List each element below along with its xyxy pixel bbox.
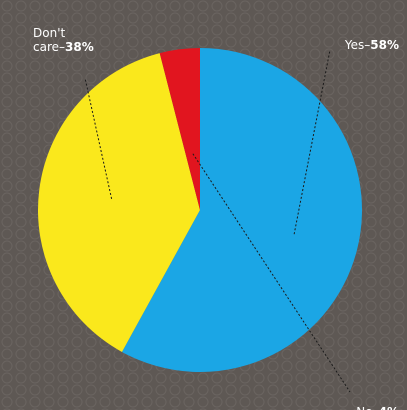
leader-line-dont-care [84, 77, 113, 199]
slice-label-dont-care-value: 38% [65, 40, 94, 54]
slice-label-no-category: No [356, 405, 372, 410]
slice-label-dont-care: Don't care–38% [33, 12, 94, 54]
slice-label-no-value: 4% [379, 405, 399, 410]
slice-label-yes-category: Yes [344, 38, 365, 52]
pie-slice-no [159, 48, 200, 210]
pie-slice-yes [121, 48, 363, 373]
slice-label-yes: Yes–58% [345, 24, 399, 52]
leader-line-no [192, 153, 351, 393]
slice-label-dont-care-category: Don't care [33, 26, 66, 54]
slice-label-no: No–4% [356, 391, 399, 410]
slice-label-no-dash: – [373, 405, 379, 410]
slice-label-yes-value: 58% [370, 38, 399, 52]
slice-label-yes-dash: – [364, 38, 371, 52]
slice-label-dont-care-dash: – [59, 40, 66, 54]
leader-line-yes [293, 49, 331, 235]
pie-slice-dont-care [38, 53, 201, 352]
